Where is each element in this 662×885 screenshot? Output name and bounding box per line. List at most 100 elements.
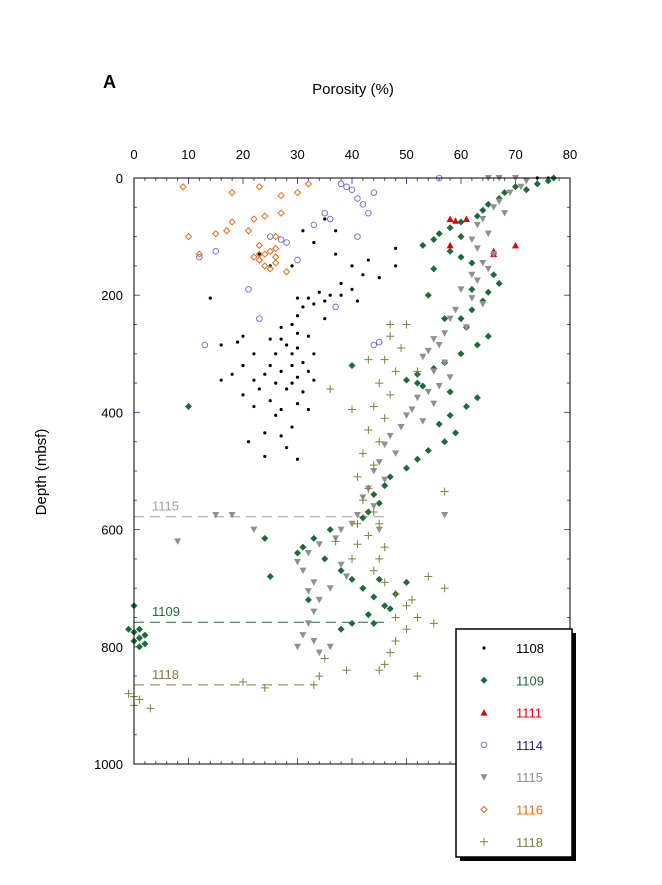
legend-label-1109: 1109 <box>516 673 544 688</box>
point-1115 <box>473 277 481 285</box>
point-1108 <box>295 296 300 300</box>
point-1108 <box>306 296 310 300</box>
point-1118 <box>424 572 433 581</box>
point-1118 <box>440 584 449 593</box>
x-tick-label: 40 <box>345 147 359 162</box>
point-1115 <box>441 330 449 337</box>
point-1109 <box>337 625 345 633</box>
point-1109 <box>462 403 470 411</box>
point-1118 <box>369 508 378 517</box>
y-tick-label: 800 <box>101 640 123 655</box>
point-1108 <box>377 276 381 280</box>
point-1118 <box>135 695 144 704</box>
legend-marker-1118 <box>480 837 488 846</box>
point-1109 <box>544 177 552 185</box>
point-1109 <box>424 446 432 454</box>
reference-label-1118: 1118 <box>152 667 179 682</box>
point-1118 <box>391 636 400 645</box>
point-1115 <box>304 550 312 557</box>
point-1109 <box>381 602 389 610</box>
point-1109 <box>386 473 394 481</box>
point-1118 <box>146 704 155 713</box>
point-1118 <box>386 648 395 657</box>
point-1108 <box>334 229 338 233</box>
point-1118 <box>380 355 389 364</box>
point-1109 <box>364 508 372 516</box>
point-1114 <box>354 195 361 202</box>
point-1115 <box>430 368 438 375</box>
point-1108 <box>235 340 240 344</box>
point-1109 <box>484 288 492 296</box>
point-1108 <box>334 252 338 256</box>
point-1116 <box>195 250 204 258</box>
point-1115 <box>468 236 476 244</box>
x-tick-label: 20 <box>236 147 250 162</box>
point-1118 <box>364 531 373 540</box>
point-1116 <box>261 250 269 258</box>
point-1109 <box>125 625 133 633</box>
point-1108 <box>323 317 327 321</box>
y-tick-label: 600 <box>101 523 123 538</box>
point-1118 <box>391 590 400 599</box>
point-1115 <box>413 394 421 402</box>
point-1108 <box>306 369 310 373</box>
point-1115 <box>304 588 312 595</box>
point-1116 <box>244 227 253 235</box>
point-1115 <box>343 573 351 580</box>
point-1115 <box>304 620 312 627</box>
point-1115 <box>392 450 400 457</box>
point-1108 <box>285 343 289 347</box>
point-1116 <box>271 259 280 267</box>
point-1115 <box>228 511 236 519</box>
point-1109 <box>364 611 372 619</box>
point-1108 <box>301 229 305 233</box>
point-1118 <box>402 601 411 610</box>
point-1115 <box>435 383 443 390</box>
point-1115 <box>403 412 410 419</box>
point-1111 <box>446 241 454 249</box>
point-1109 <box>375 499 383 507</box>
point-1108 <box>219 343 223 347</box>
point-1114 <box>326 215 334 223</box>
point-1109 <box>370 619 378 627</box>
point-1108 <box>219 378 223 382</box>
x-tick-label: 80 <box>563 147 577 162</box>
point-1108 <box>328 293 332 297</box>
point-1115 <box>381 441 389 449</box>
point-1118 <box>386 332 395 341</box>
point-1115 <box>484 265 492 273</box>
point-1115 <box>462 324 470 331</box>
point-1114 <box>321 209 329 217</box>
point-1109 <box>457 350 465 358</box>
point-1115 <box>424 347 432 355</box>
point-1108 <box>268 363 272 368</box>
point-1118 <box>364 355 373 364</box>
point-1114 <box>332 303 339 311</box>
point-1108 <box>350 264 354 268</box>
point-1115 <box>315 596 323 604</box>
point-1109 <box>375 575 383 583</box>
point-1115 <box>348 520 356 528</box>
point-1109 <box>419 241 427 249</box>
point-1109 <box>403 464 410 472</box>
point-1115 <box>419 353 427 361</box>
point-1118 <box>402 320 411 329</box>
point-1109 <box>435 230 443 238</box>
point-1115 <box>430 400 438 408</box>
point-1108 <box>290 264 294 268</box>
point-1108 <box>350 287 354 291</box>
point-1118 <box>375 379 384 388</box>
point-1114 <box>277 236 285 243</box>
point-1116 <box>184 232 193 241</box>
point-1109 <box>348 362 356 370</box>
point-1116 <box>228 218 236 226</box>
point-1115 <box>310 579 318 586</box>
point-1115 <box>370 503 378 510</box>
point-1109 <box>435 420 443 428</box>
point-1108 <box>268 337 272 341</box>
point-1118 <box>386 320 395 329</box>
point-1115 <box>441 511 449 519</box>
point-1118 <box>369 566 378 575</box>
point-1108 <box>394 264 398 268</box>
x-tick-label: 10 <box>181 147 195 162</box>
